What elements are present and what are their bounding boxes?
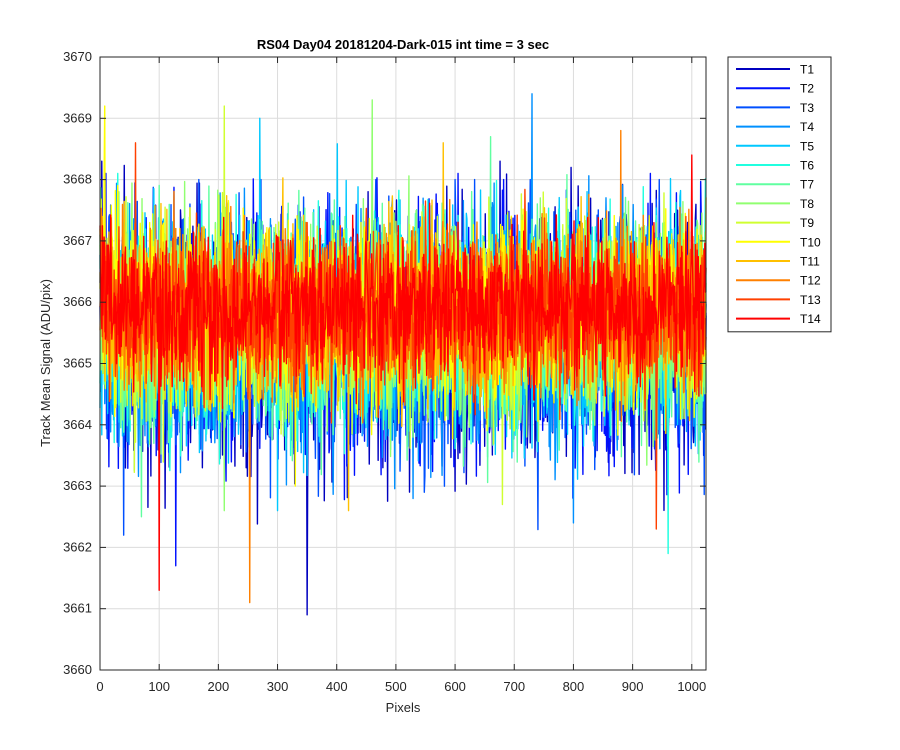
y-tick-label: 3666 [63,294,92,309]
legend-label: T7 [800,178,814,192]
legend-label: T2 [800,82,814,96]
x-tick-label: 600 [444,679,466,694]
y-tick-label: 3663 [63,478,92,493]
legend-box [727,56,832,333]
chart-title: RS04 Day04 20181204-Dark-015 int time = … [257,37,549,52]
y-tick-label: 3668 [63,172,92,187]
y-tick-label: 3665 [63,356,92,371]
legend-label: T8 [800,197,814,211]
x-tick-label: 200 [208,679,230,694]
y-tick-label: 3664 [63,417,92,432]
y-tick-label: 3660 [63,662,92,677]
legend-label: T1 [800,63,814,77]
legend-label: T9 [800,216,814,230]
x-tick-label: 700 [503,679,525,694]
y-axis-label: Track Mean Signal (ADU/pix) [38,279,53,447]
y-tick-label: 3661 [63,601,92,616]
y-tick-label: 3662 [63,539,92,554]
x-tick-label: 0 [96,679,103,694]
legend-label: T14 [800,312,821,326]
y-tick-label: 3667 [63,233,92,248]
y-tick-label: 3669 [63,110,92,125]
axis-ticks: 0 100 200 300 400 500 600 700 800 900 1000 3660 3661… [63,49,706,694]
legend-label: T5 [800,139,814,153]
x-tick-label: 800 [563,679,585,694]
x-axis-label: Pixels [386,700,421,715]
legend: T1 T2 T3 T4 T5 T6 T7 T8 T9 T10 T11 T12 T13 T14 [727,56,832,333]
x-tick-label: 400 [326,679,348,694]
legend-label: T11 [800,255,820,269]
x-tick-label: 500 [385,679,407,694]
legend-label: T13 [800,293,821,307]
legend-label: T4 [800,120,814,134]
series-line-t14 [99,154,707,592]
legend-label: T12 [800,274,821,288]
legend-label: T3 [800,101,814,115]
legend-label: T6 [800,159,814,173]
x-tick-label: 900 [622,679,644,694]
series-lines [99,93,707,616]
y-tick-label: 3670 [63,49,92,64]
x-tick-label: 1000 [677,679,706,694]
x-tick-label: 100 [148,679,170,694]
x-tick-label: 300 [267,679,289,694]
legend-label: T10 [800,235,821,249]
